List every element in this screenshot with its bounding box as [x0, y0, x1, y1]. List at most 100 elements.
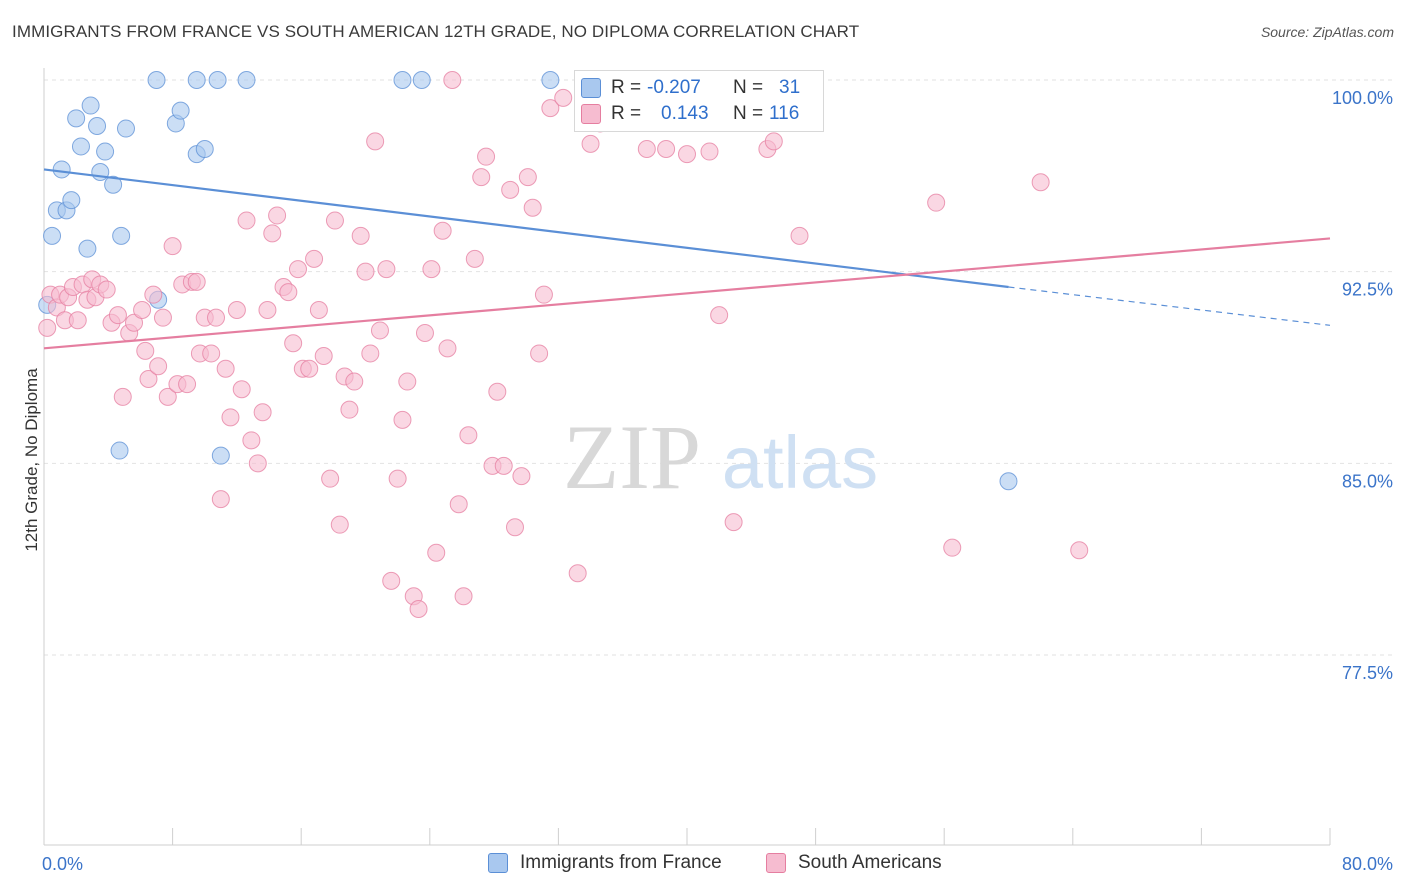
point-south-americans — [300, 359, 319, 378]
point-south-americans — [678, 145, 696, 164]
legend-r-label: R = — [611, 77, 642, 98]
legend-n-label: N = — [733, 77, 764, 98]
point-south-americans — [139, 370, 158, 388]
axes — [43, 68, 1331, 846]
point-south-americans — [232, 380, 251, 399]
point-south-americans — [494, 456, 513, 475]
point-south-americans — [724, 513, 743, 532]
point-south-americans — [459, 426, 478, 445]
point-south-americans — [207, 308, 226, 327]
point-france — [541, 71, 560, 89]
legend-item-south-americans: South Americans — [766, 852, 942, 874]
point-south-americans — [427, 543, 446, 562]
point-france — [62, 191, 81, 210]
point-south-americans — [178, 375, 197, 394]
legend-label-france: Immigrants from France — [520, 852, 722, 873]
legend-swatch-south-americans — [766, 853, 786, 873]
point-france — [81, 96, 100, 115]
point-france — [171, 101, 190, 120]
x-tick-label: 0.0% — [42, 854, 83, 874]
trend-line-france — [43, 168, 1009, 289]
point-south-americans — [211, 490, 230, 509]
point-south-americans — [268, 206, 287, 225]
legend-n-value-south-americans: 116 — [769, 103, 800, 124]
legend-n-label: N = — [733, 103, 764, 124]
point-south-americans — [710, 306, 729, 325]
point-south-americans — [449, 495, 468, 514]
point-france — [104, 175, 123, 194]
point-south-americans — [700, 142, 719, 161]
point-south-americans — [943, 538, 962, 557]
data-points — [38, 71, 1089, 618]
y-tick-label: 100.0% — [1332, 88, 1393, 108]
point-south-americans — [534, 285, 553, 304]
point-south-americans — [279, 283, 298, 302]
point-south-americans — [330, 515, 349, 534]
point-south-americans — [465, 249, 484, 268]
watermark-zip: ZIP — [563, 406, 701, 508]
point-south-americans — [472, 168, 491, 187]
point-south-americans — [377, 260, 396, 279]
legend-label-south-americans: South Americans — [798, 852, 942, 873]
y-tick-label: 92.5% — [1342, 280, 1393, 300]
point-south-americans — [422, 260, 441, 279]
point-south-americans — [443, 71, 462, 89]
correlation-legend: R = -0.207 N = 31 R = 0.143 N = 116 — [574, 70, 824, 132]
point-france — [211, 446, 230, 465]
point-france — [999, 472, 1018, 491]
gridlines — [44, 79, 1392, 656]
point-south-americans — [518, 168, 537, 187]
point-south-americans — [382, 571, 401, 590]
point-south-americans — [108, 306, 127, 325]
point-south-americans — [288, 260, 307, 279]
point-south-americans — [415, 324, 434, 342]
trend-lines — [43, 168, 1331, 350]
point-south-americans — [657, 140, 676, 158]
point-south-americans — [253, 403, 272, 422]
point-south-americans — [314, 347, 333, 365]
legend-r-value-south-americans: 0.143 — [661, 103, 709, 124]
point-france — [116, 119, 135, 138]
point-south-americans — [388, 469, 407, 488]
point-south-americans — [393, 410, 412, 429]
point-south-americans — [345, 372, 364, 391]
y-tick-label: 77.5% — [1342, 663, 1393, 683]
point-south-americans — [97, 280, 116, 299]
point-south-americans — [370, 321, 389, 340]
point-south-americans — [163, 237, 182, 256]
point-south-americans — [927, 193, 946, 212]
y-axis-title: 12th Grade, No Diploma — [22, 368, 41, 552]
point-south-americans — [433, 221, 452, 240]
point-france — [52, 160, 71, 179]
point-south-americans — [136, 341, 155, 360]
legend-r-value-france: -0.207 — [647, 77, 701, 98]
point-south-americans — [523, 198, 542, 217]
point-south-americans — [356, 262, 375, 281]
point-south-americans — [321, 469, 340, 488]
point-south-americans — [149, 357, 168, 376]
chart-title: IMMIGRANTS FROM FRANCE VS SOUTH AMERICAN… — [12, 22, 860, 41]
point-south-americans — [454, 587, 473, 606]
point-france — [96, 142, 115, 161]
tick-labels: 77.5% 85.0% 92.5% 100.0% 0.0% 80.0% — [42, 88, 1393, 874]
point-south-americans — [1031, 173, 1050, 192]
point-france — [393, 71, 412, 89]
point-south-americans — [351, 226, 370, 245]
x-tick-label: 80.0% — [1342, 854, 1393, 874]
legend-r-label: R = — [611, 103, 642, 124]
legend-swatch-south-americans — [581, 104, 601, 124]
point-south-americans — [477, 147, 496, 166]
point-south-americans — [68, 311, 87, 330]
legend-swatch-france — [488, 853, 508, 873]
point-south-americans — [530, 344, 549, 363]
point-france — [71, 137, 90, 156]
point-south-americans — [790, 226, 809, 245]
point-south-americans — [637, 140, 656, 158]
point-france — [78, 239, 97, 258]
point-south-americans — [202, 344, 221, 363]
point-south-americans — [227, 301, 246, 319]
legend-swatch-france — [581, 78, 601, 98]
point-france — [195, 140, 214, 158]
point-south-americans — [258, 301, 277, 319]
